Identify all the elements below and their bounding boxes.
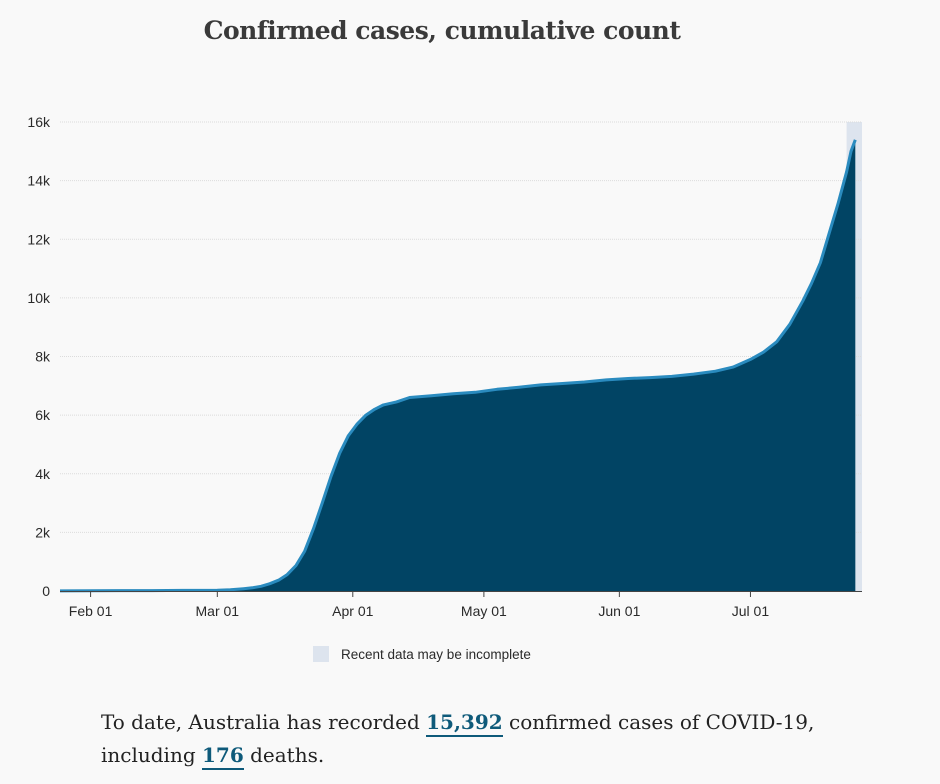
y-tick-label: 10k <box>27 290 51 306</box>
y-tick-label: 16k <box>27 114 51 130</box>
x-tick-label: May 01 <box>461 603 507 619</box>
x-tick-label: Jul 01 <box>732 603 770 619</box>
y-tick-label: 0 <box>42 583 50 599</box>
x-tick-label: Mar 01 <box>196 603 240 619</box>
x-tick-label: Apr 01 <box>332 603 373 619</box>
summary-prefix: To date, Australia has recorded <box>101 710 427 734</box>
summary-middle: confirmed cases of COVID-19, <box>502 710 815 734</box>
y-tick-label: 2k <box>35 524 51 540</box>
cumulative-cases-chart: 0 2k 4k 6k 8k 10k 12k 14k 16k Feb 01 Mar 01 Apr 01 M… <box>27 114 862 619</box>
summary-line2-prefix: including <box>101 743 202 767</box>
legend: Recent data may be incomplete <box>313 646 531 662</box>
summary-text: To date, Australia has recorded 15,392 c… <box>101 706 881 772</box>
y-tick-label: 12k <box>27 231 51 247</box>
y-tick-label: 6k <box>35 407 51 423</box>
summary-suffix: deaths. <box>243 743 325 767</box>
cases-line <box>59 139 857 593</box>
legend-label: Recent data may be incomplete <box>341 646 531 662</box>
cases-count-link[interactable]: 15,392 <box>426 710 503 737</box>
legend-swatch-incomplete <box>313 646 329 662</box>
y-tick-label: 4k <box>35 466 51 482</box>
cases-area <box>60 139 856 592</box>
x-tick-label: Feb 01 <box>69 603 113 619</box>
y-tick-label: 8k <box>35 349 51 365</box>
chart-title: Confirmed cases, cumulative count <box>203 16 681 45</box>
y-tick-label: 14k <box>27 173 51 189</box>
x-tick-label: Jun 01 <box>598 603 640 619</box>
deaths-count-link[interactable]: 176 <box>202 743 244 770</box>
